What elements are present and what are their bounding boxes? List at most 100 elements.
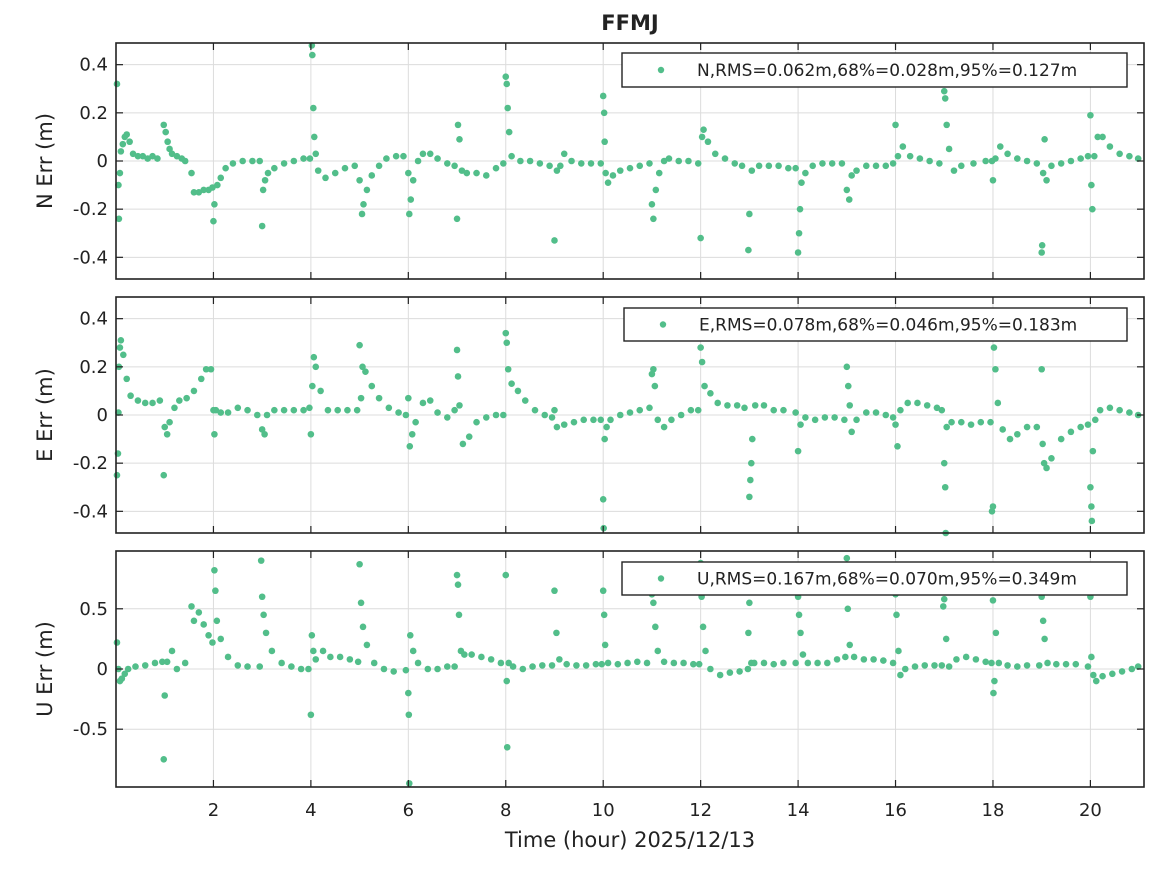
data-point	[123, 131, 131, 138]
data-point	[126, 138, 133, 146]
data-point	[901, 665, 909, 673]
data-point	[568, 157, 575, 165]
data-point	[770, 660, 778, 668]
data-point	[256, 157, 264, 165]
data-point	[300, 406, 307, 414]
data-point	[234, 404, 242, 412]
data-point	[1072, 660, 1080, 668]
data-point	[244, 663, 251, 670]
data-point	[690, 660, 697, 668]
data-point	[894, 152, 902, 160]
data-point	[551, 237, 558, 244]
data-point	[970, 160, 977, 167]
data-point	[977, 418, 985, 426]
y-tick-label: 0	[97, 151, 108, 172]
data-point	[160, 471, 168, 479]
x-tick-label: 12	[689, 800, 712, 821]
data-point	[1099, 672, 1106, 680]
data-point	[183, 394, 190, 402]
data-point	[677, 411, 685, 419]
data-point	[880, 657, 887, 664]
data-point	[1089, 205, 1096, 213]
data-point	[614, 660, 622, 668]
data-point	[894, 443, 901, 450]
data-point	[217, 635, 225, 643]
data-point	[271, 406, 278, 414]
data-point	[280, 160, 288, 167]
data-point	[1089, 447, 1097, 455]
data-point	[942, 635, 950, 643]
chart-title: FFMJ	[601, 11, 658, 35]
data-point	[443, 160, 451, 167]
panel-e-ticks: 0.4 0.2 0 -0.2 -0.4	[73, 297, 1144, 533]
data-point	[1038, 365, 1045, 373]
panel-u-legend-label: U,RMS=0.167m,68%=0.070m,95%=0.349m	[697, 570, 1077, 590]
data-point	[113, 471, 121, 479]
data-point	[434, 409, 441, 416]
data-point	[312, 656, 320, 663]
data-point	[746, 599, 753, 607]
data-point	[473, 169, 480, 177]
data-point	[358, 210, 366, 218]
data-point	[599, 92, 607, 100]
data-point	[115, 215, 123, 223]
data-point	[882, 162, 890, 170]
data-point	[846, 402, 854, 409]
data-point	[271, 164, 278, 172]
data-point	[161, 423, 169, 431]
data-point	[202, 365, 210, 373]
data-point	[212, 406, 220, 414]
data-point	[750, 659, 758, 667]
data-point	[602, 169, 609, 177]
data-point	[794, 249, 802, 256]
data-point	[310, 133, 318, 141]
data-point	[405, 689, 412, 697]
y-tick-label: 0	[97, 659, 108, 680]
data-point	[945, 145, 953, 153]
data-point	[173, 152, 181, 160]
data-point	[687, 406, 695, 414]
data-point	[505, 128, 513, 136]
panel-n-points	[113, 42, 1142, 256]
data-point	[626, 164, 634, 172]
data-point	[899, 143, 907, 150]
data-point	[1023, 423, 1031, 431]
data-point	[258, 222, 266, 230]
y-tick-label: 0.5	[79, 599, 108, 620]
data-point	[745, 246, 752, 254]
data-point	[497, 659, 505, 667]
data-point	[670, 659, 678, 667]
data-point	[149, 399, 156, 407]
data-point	[862, 409, 870, 416]
data-point	[1023, 157, 1031, 165]
data-point	[395, 409, 402, 416]
data-point	[443, 414, 451, 421]
data-point	[308, 631, 316, 639]
data-point	[234, 662, 242, 669]
data-point	[609, 172, 617, 179]
data-point	[253, 411, 261, 419]
data-point	[996, 143, 1004, 150]
data-point	[707, 665, 714, 673]
data-point	[926, 157, 933, 165]
data-point	[118, 675, 126, 682]
data-point	[938, 662, 946, 669]
panel-n: 0.4 0.2 0 -0.2 -0.4 N Err (m) N,RMS=0.062m,6…	[33, 42, 1145, 280]
data-point	[205, 631, 212, 639]
data-point	[346, 656, 354, 663]
data-point	[1092, 677, 1100, 685]
data-point	[792, 659, 799, 667]
data-point	[1038, 241, 1046, 249]
data-point	[785, 164, 792, 172]
data-point	[941, 483, 949, 491]
data-point	[600, 109, 608, 117]
data-point	[557, 162, 564, 170]
data-point	[310, 353, 318, 361]
data-point	[660, 157, 668, 165]
data-point	[353, 406, 361, 414]
data-point	[607, 416, 614, 424]
data-point	[151, 659, 159, 667]
data-point	[322, 174, 329, 182]
data-point	[560, 421, 568, 428]
data-point	[222, 164, 229, 172]
